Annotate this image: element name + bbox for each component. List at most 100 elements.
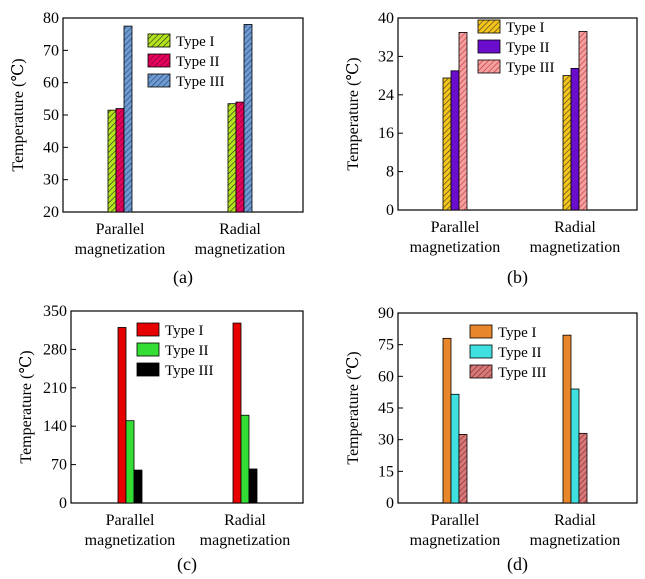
y-tick-label: 280 [43,341,67,358]
bar-type-i [562,75,572,211]
legend-swatch [469,364,493,379]
y-tick-label: 210 [43,380,67,397]
chart-panel-a: 20 30 40 50 60 70 80 Temperature (℃) Parallel mag… [10,10,304,288]
y-tick-label: 24 [378,87,394,104]
y-tick-label: 30 [43,172,59,189]
panel-label-d: (d) [507,554,528,575]
x-category-label: Radial [554,512,596,529]
y-tick-label: 0 [386,202,394,219]
y-tick-label: 32 [378,48,394,65]
legend-label: Type II [498,345,542,361]
bar-type-ii [235,101,245,213]
y-tick-label: 40 [43,139,59,156]
bar-type-i [227,103,237,213]
x-category-label: Parallel [106,512,155,529]
legend-swatch [469,344,493,359]
y-tick-label: 50 [43,107,59,124]
y-axis-label: Temperature (℃) [345,351,362,464]
legend-label: Type I [498,325,537,341]
bar-type-ii [125,420,135,504]
legend-swatch [469,324,493,339]
bar-type-i [442,337,452,504]
legend-label: Type I [165,323,204,339]
legend: Type I Type II Type III [147,33,225,90]
y-tick-label: 40 [378,10,394,27]
y-tick-label: 0 [386,495,394,512]
x-category-label: Radial [219,221,261,238]
y-tick-label: 70 [43,42,59,59]
legend-label: Type I [506,20,545,36]
plot-area-frame [70,310,304,504]
legend-label: Type III [165,363,214,379]
y-tick-label: 30 [378,432,394,449]
legend: Type I Type II Type III [477,19,555,76]
bar-type-iii [578,432,588,504]
y-tick-label: 90 [378,305,394,322]
y-tick-label: 15 [378,463,394,480]
bar-type-ii [240,414,250,504]
plot-area-frame [397,312,638,504]
y-axis-label: Temperature (℃) [345,57,362,170]
legend-swatch [147,33,171,48]
x-category-label: magnetization [530,239,621,256]
legend-label: Type II [506,40,550,56]
y-tick-label: 20 [43,204,59,221]
y-tick-label: 45 [378,400,394,417]
plot-area-frame [397,17,638,211]
legend-swatch [136,322,160,337]
x-category-label: magnetization [410,239,501,256]
bar-type-i [562,334,572,504]
legend-swatch [147,73,171,88]
bar-type-i [442,77,452,211]
panel-label-a: (a) [173,267,193,288]
bar-type-iii [133,469,143,504]
y-axis-label: Temperature (℃) [10,58,27,171]
chart-panel-b: 0 8 16 24 32 40 Temperature (℃) Parallel magneti… [345,10,638,288]
legend-swatch [147,53,171,68]
chart-panel-c: 0 70 140 210 280 350 Temperature (℃) Parallel ma… [18,303,304,575]
legend-swatch [477,59,501,74]
legend: Type I Type II Type III [469,324,547,381]
chart-panel-d: 0 15 30 45 60 75 90 Temperature (℃) Parallel magn… [345,305,638,575]
legend-label: Type III [176,74,225,90]
legend-swatch [477,19,501,34]
bar-type-iii [458,32,468,211]
x-category-label: magnetization [410,532,501,549]
legend-label: Type II [165,343,209,359]
x-category-label: Parallel [431,512,480,529]
y-tick-label: 8 [386,164,394,181]
legend-swatch [136,362,160,377]
x-category-label: Radial [554,219,596,236]
y-tick-label: 60 [43,75,59,92]
bar-type-iii [243,24,253,213]
bar-type-i [232,322,242,504]
legend-swatch [477,39,501,54]
y-tick-label: 16 [378,125,394,142]
bar-type-iii [458,433,468,504]
bar-type-iii [248,468,258,504]
bar-type-i [107,109,117,213]
x-category-label: magnetization [195,241,286,258]
bar-type-ii [450,393,460,504]
bar-type-i [117,327,127,504]
y-tick-label: 60 [378,368,394,385]
x-category-label: magnetization [530,532,621,549]
bar-type-iii [578,31,588,211]
y-tick-label: 0 [59,495,67,512]
legend-label: Type I [176,34,215,50]
bar-type-ii [115,108,125,213]
y-tick-label: 140 [43,418,67,435]
y-tick-label: 70 [51,457,67,474]
bar-type-ii [570,68,580,211]
x-category-label: Radial [224,512,266,529]
legend-swatch [136,342,160,357]
y-tick-label: 80 [43,10,59,27]
x-category-label: Parallel [431,219,480,236]
legend-label: Type III [498,365,547,381]
bar-type-iii [123,25,133,213]
legend-label: Type II [176,54,220,70]
y-axis-label: Temperature (℃) [18,350,35,463]
panel-label-b: (b) [507,267,528,288]
x-category-label: magnetization [85,532,176,549]
